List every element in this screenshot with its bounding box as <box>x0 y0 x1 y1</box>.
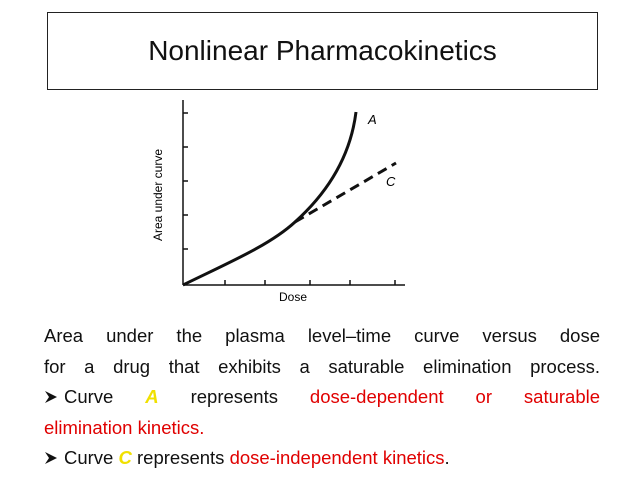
curve-label: A <box>367 112 377 127</box>
bullet-end: . <box>444 447 450 468</box>
emphasis: dose-dependent or saturable <box>309 386 601 407</box>
y-axis-label: Area under curve <box>151 149 165 241</box>
bullet-lead: Curve <box>64 447 114 468</box>
emphasis: dose-independent kinetics <box>229 447 445 468</box>
bullet-verb: represents <box>137 447 225 468</box>
curve-label: C <box>386 174 396 189</box>
emphasis: elimination kinetics. <box>44 416 205 438</box>
curve-a <box>182 111 358 287</box>
curve-letter: A <box>145 386 159 407</box>
bullet-continuation: elimination kinetics. <box>44 413 600 444</box>
figure: A C Dose Area under curve <box>151 100 405 304</box>
bullet: Curve C represents dose-independent kine… <box>44 443 600 474</box>
paragraph-line: Area under the plasma level–time curve v… <box>44 325 600 346</box>
curve-letter: C <box>118 447 132 468</box>
curve-c <box>294 161 397 224</box>
bullet-icon <box>45 391 57 403</box>
bullet: Curve A represents dose-dependent or sat… <box>44 382 600 413</box>
paragraph-line: for a drug that exhibits a saturable eli… <box>44 355 600 377</box>
slide-title: Nonlinear Pharmacokinetics <box>47 12 598 90</box>
bullet-icon <box>45 452 57 464</box>
axes <box>182 100 405 286</box>
bullet-verb: represents <box>190 386 278 407</box>
body-text: Area under the plasma level–time curve v… <box>44 321 600 474</box>
x-axis-label: Dose <box>279 290 307 304</box>
bullet-lead: Curve <box>64 386 114 407</box>
